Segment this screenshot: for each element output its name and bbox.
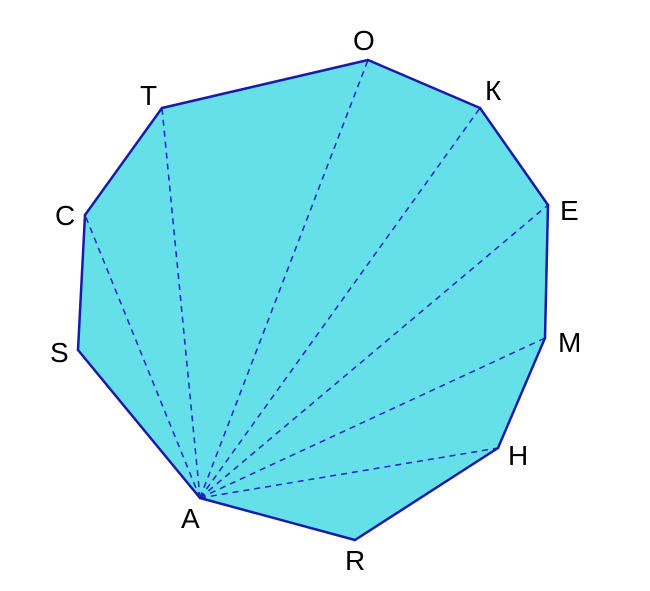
vertex-label-H: H: [508, 440, 528, 471]
vertex-label-A: A: [181, 503, 200, 534]
vertex-label-O: O: [353, 25, 375, 56]
polygon-fill: [78, 60, 548, 540]
polygon-diagram: A R H M E К O T C S: [0, 0, 650, 591]
vertex-label-K: К: [485, 75, 502, 106]
vertex-label-T: T: [140, 80, 157, 111]
vertex-label-C: C: [55, 200, 75, 231]
vertex-label-S: S: [50, 337, 69, 368]
vertex-label-M: M: [558, 327, 581, 358]
vertex-label-E: E: [560, 195, 579, 226]
vertex-label-R: R: [345, 545, 365, 576]
